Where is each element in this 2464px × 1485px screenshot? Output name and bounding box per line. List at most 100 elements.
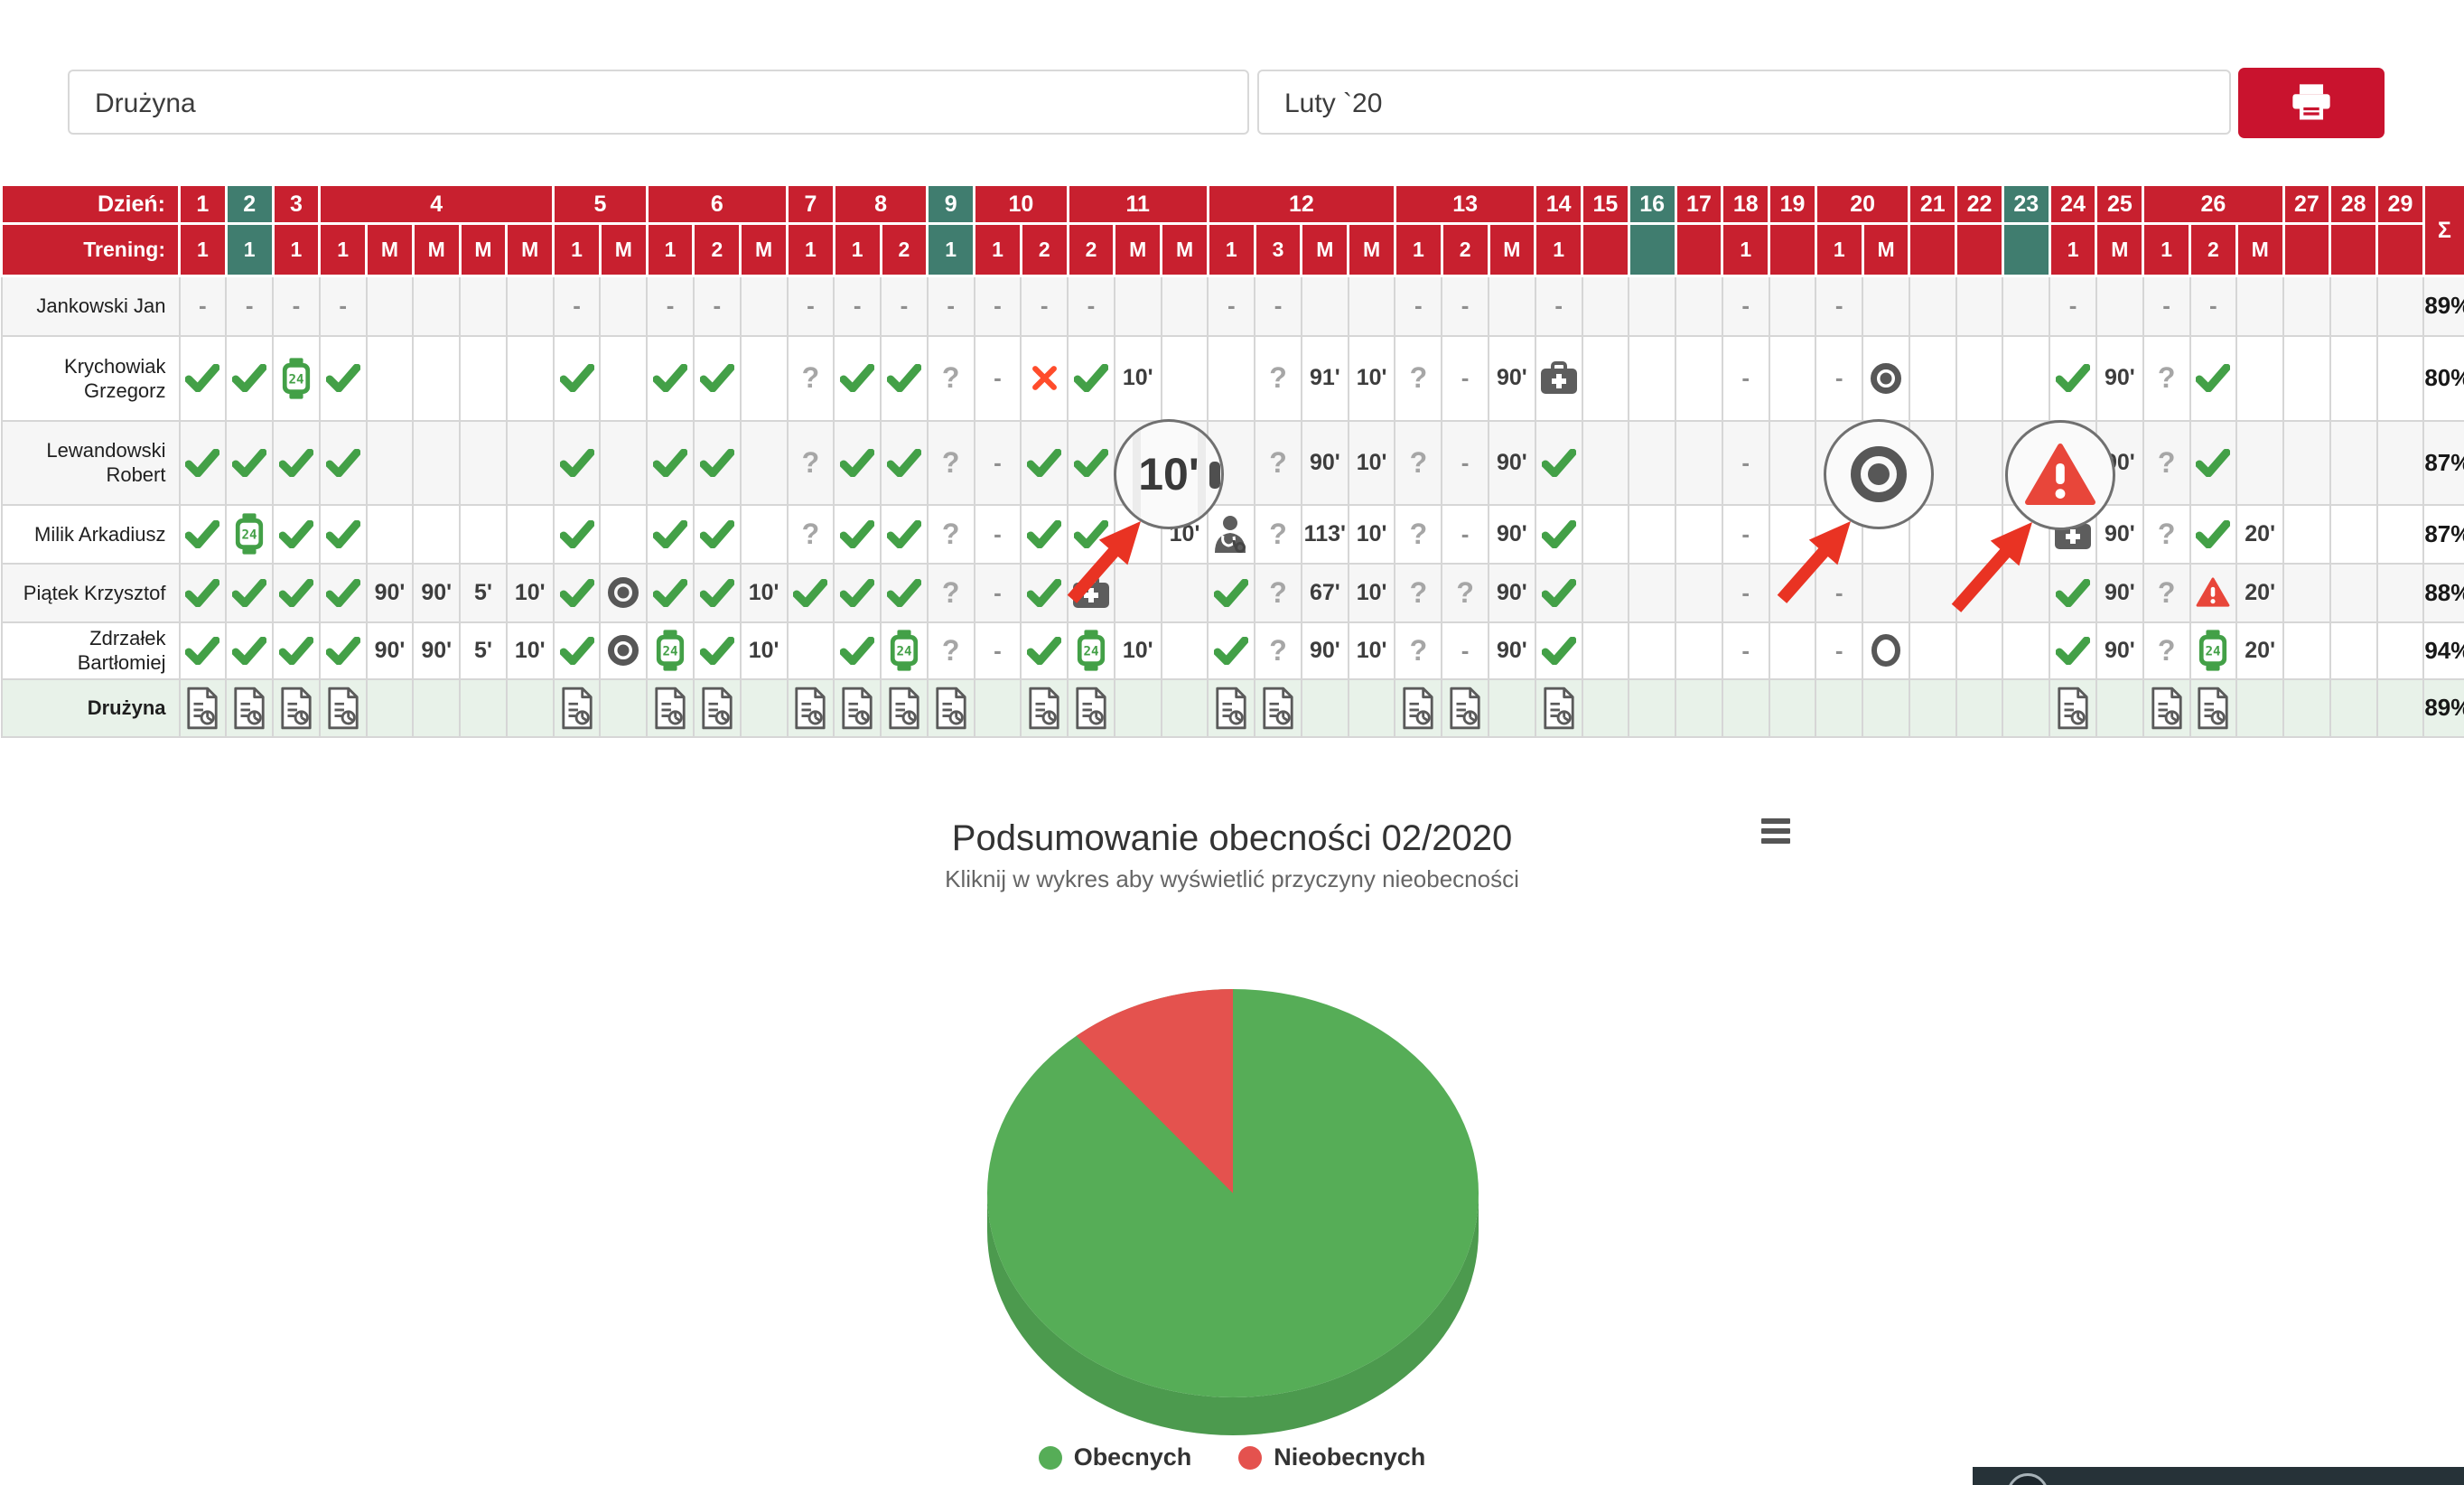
team-report-cell[interactable]	[646, 677, 695, 738]
attendance-cell[interactable]: ?	[1394, 503, 1443, 565]
attendance-cell[interactable]	[646, 334, 695, 422]
attendance-cell[interactable]	[1300, 275, 1349, 337]
team-report-cell[interactable]	[505, 677, 555, 738]
attendance-cell[interactable]	[739, 334, 789, 422]
attendance-cell[interactable]	[2282, 334, 2331, 422]
attendance-cell[interactable]	[599, 334, 649, 422]
attendance-cell[interactable]	[2375, 503, 2425, 565]
attendance-cell[interactable]	[225, 334, 275, 422]
attendance-cell[interactable]: -	[2049, 275, 2097, 337]
team-report-cell[interactable]	[1160, 677, 1209, 738]
team-report-cell[interactable]	[2002, 677, 2051, 738]
attendance-cell[interactable]	[1628, 334, 1677, 422]
attendance-cell[interactable]: 10'	[505, 562, 555, 623]
attendance-cell[interactable]	[1628, 503, 1677, 565]
attendance-cell[interactable]	[692, 419, 742, 506]
attendance-cell[interactable]	[786, 562, 835, 623]
attendance-cell[interactable]: 10'	[505, 621, 555, 680]
attendance-cell[interactable]	[2329, 562, 2378, 623]
attendance-cell[interactable]: -	[1721, 621, 1770, 680]
team-report-cell[interactable]	[225, 677, 275, 738]
attendance-cell[interactable]: ?	[1394, 419, 1443, 506]
attendance-cell[interactable]: 10'	[1347, 503, 1396, 565]
attendance-cell[interactable]	[318, 621, 368, 680]
attendance-cell[interactable]: 20'	[2235, 621, 2285, 680]
attendance-cell[interactable]	[880, 562, 929, 623]
attendance-cell[interactable]	[2375, 621, 2425, 680]
attendance-cell[interactable]	[1955, 503, 2004, 565]
attendance-cell[interactable]	[2049, 334, 2097, 422]
attendance-cell[interactable]: -	[1441, 419, 1489, 506]
attendance-cell[interactable]	[1581, 419, 1630, 506]
attendance-cell[interactable]	[1067, 562, 1115, 623]
team-report-cell[interactable]	[1675, 677, 1723, 738]
attendance-cell[interactable]: 5'	[459, 621, 508, 680]
attendance-cell[interactable]: 10'	[1347, 334, 1396, 422]
attendance-cell[interactable]	[365, 334, 415, 422]
attendance-cell[interactable]: 5'	[459, 562, 508, 623]
player-name[interactable]: Milik Arkadiusz	[0, 503, 181, 565]
team-report-cell[interactable]	[926, 677, 975, 738]
attendance-cell[interactable]	[833, 621, 882, 680]
team-report-cell[interactable]	[1534, 677, 1583, 738]
team-report-cell[interactable]	[2235, 677, 2285, 738]
attendance-cell[interactable]	[1675, 334, 1723, 422]
attendance-cell[interactable]	[2282, 275, 2331, 337]
attendance-cell[interactable]: -	[225, 275, 275, 337]
attendance-cell[interactable]: -	[318, 275, 368, 337]
attendance-cell[interactable]	[1020, 334, 1069, 422]
attendance-cell[interactable]	[552, 503, 602, 565]
attendance-cell[interactable]: ?	[926, 419, 975, 506]
attendance-cell[interactable]	[2189, 562, 2238, 623]
attendance-cell[interactable]	[2329, 419, 2378, 506]
attendance-cell[interactable]: 90'	[2095, 621, 2144, 680]
team-report-cell[interactable]	[692, 677, 742, 738]
attendance-cell[interactable]	[2282, 419, 2331, 506]
attendance-cell[interactable]	[2282, 503, 2331, 565]
attendance-cell[interactable]	[1207, 562, 1256, 623]
attendance-cell[interactable]	[1207, 334, 1256, 422]
attendance-cell[interactable]	[505, 419, 555, 506]
attendance-cell[interactable]	[880, 503, 929, 565]
attendance-cell[interactable]	[2375, 419, 2425, 506]
attendance-cell[interactable]: ?	[2142, 334, 2191, 422]
attendance-cell[interactable]	[1675, 621, 1723, 680]
attendance-cell[interactable]	[1160, 562, 1209, 623]
team-report-cell[interactable]	[599, 677, 649, 738]
attendance-cell[interactable]	[692, 503, 742, 565]
attendance-cell[interactable]: ?	[1394, 621, 1443, 680]
attendance-cell[interactable]	[1534, 562, 1583, 623]
attendance-cell[interactable]: 20'	[2235, 503, 2285, 565]
attendance-cell[interactable]	[1113, 562, 1162, 623]
team-report-cell[interactable]	[1254, 677, 1302, 738]
attendance-cell[interactable]	[1581, 275, 1630, 337]
attendance-cell[interactable]: 24	[225, 503, 275, 565]
attendance-cell[interactable]	[599, 503, 649, 565]
attendance-cell[interactable]	[272, 503, 321, 565]
team-report-cell[interactable]	[833, 677, 882, 738]
attendance-cell[interactable]: -	[973, 503, 1022, 565]
attendance-cell[interactable]: 67'	[1300, 562, 1349, 623]
attendance-cell[interactable]	[2002, 621, 2051, 680]
attendance-cell[interactable]	[365, 419, 415, 506]
attendance-cell[interactable]: 90'	[1488, 503, 1536, 565]
chart-menu-icon[interactable]	[1761, 818, 1790, 848]
attendance-cell[interactable]: -	[1815, 562, 1864, 623]
team-report-cell[interactable]	[1441, 677, 1489, 738]
attendance-cell[interactable]	[1908, 562, 1957, 623]
attendance-cell[interactable]	[459, 503, 508, 565]
attendance-cell[interactable]	[1534, 621, 1583, 680]
attendance-cell[interactable]	[1581, 562, 1630, 623]
attendance-cell[interactable]	[2329, 621, 2378, 680]
attendance-cell[interactable]: 90'	[412, 562, 462, 623]
attendance-cell[interactable]	[739, 275, 789, 337]
attendance-cell[interactable]: 90'	[2095, 562, 2144, 623]
attendance-cell[interactable]	[1955, 334, 2004, 422]
attendance-cell[interactable]: 90'	[1300, 621, 1349, 680]
attendance-cell[interactable]: 24	[1067, 621, 1115, 680]
attendance-cell[interactable]	[412, 275, 462, 337]
team-report-cell[interactable]	[412, 677, 462, 738]
team-report-cell[interactable]	[973, 677, 1022, 738]
team-report-cell[interactable]	[318, 677, 368, 738]
attendance-cell[interactable]: -	[973, 334, 1022, 422]
